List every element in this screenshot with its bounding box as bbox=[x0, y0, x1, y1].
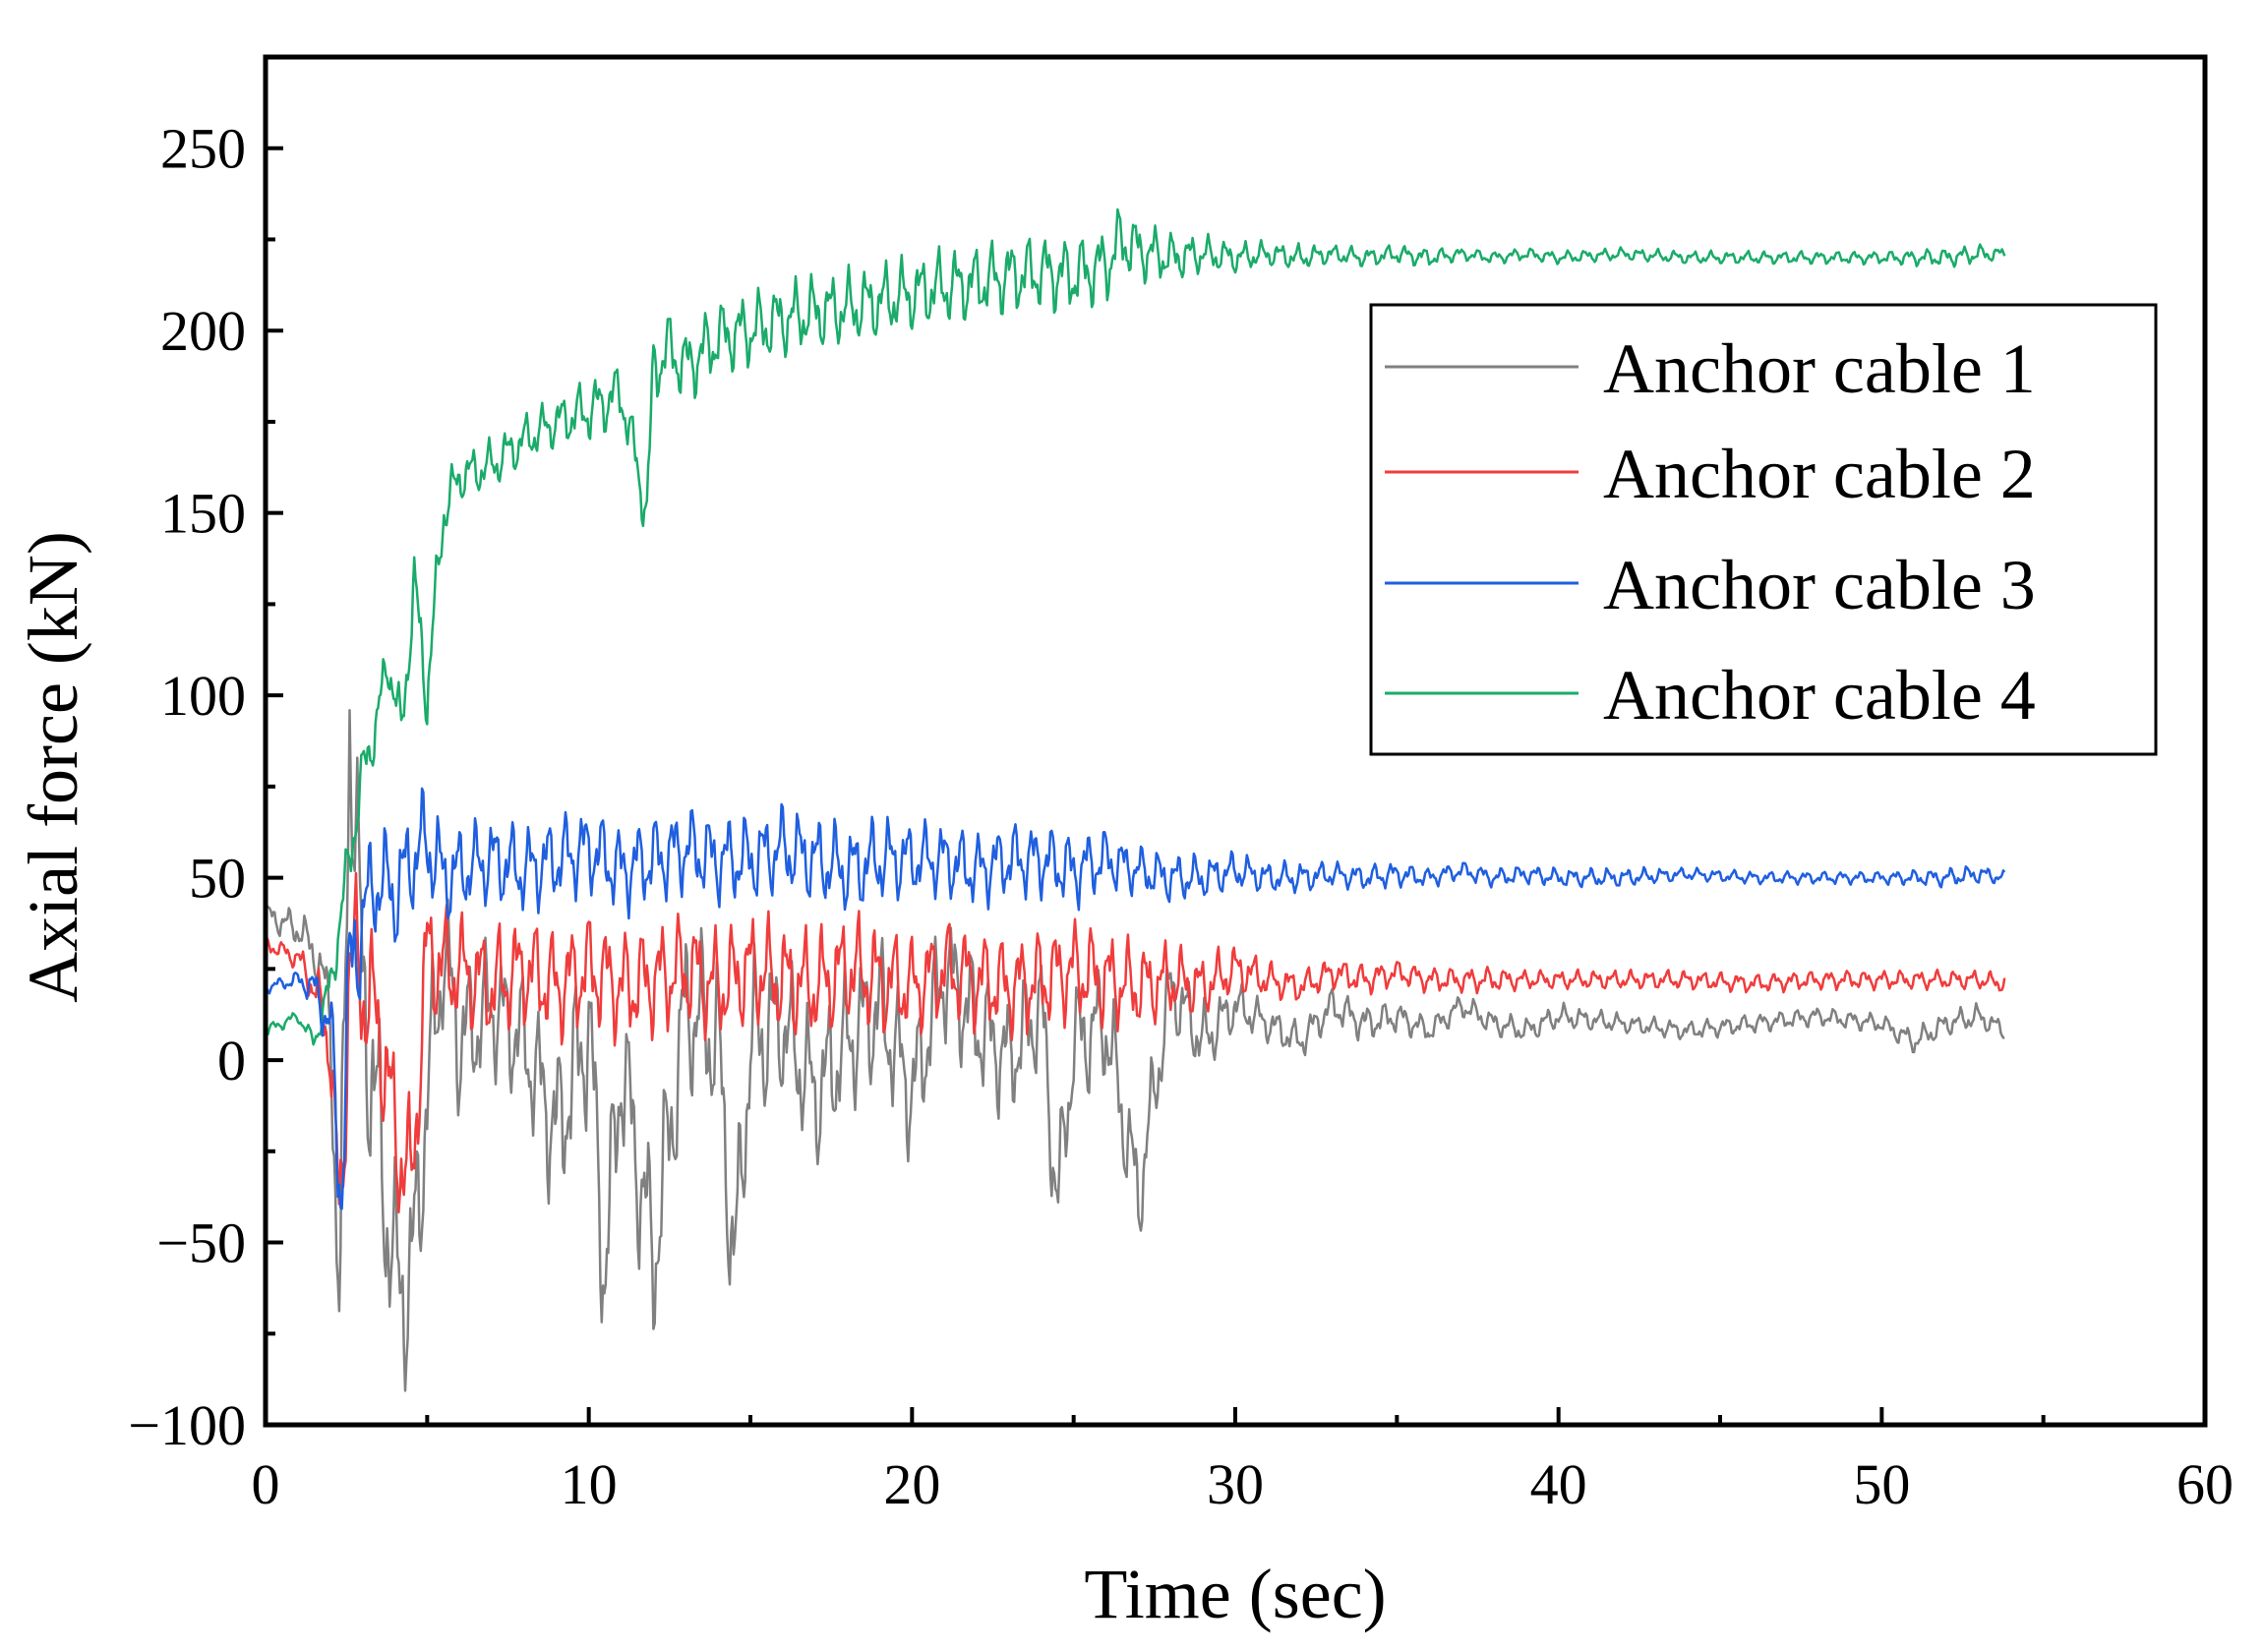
y-tick-label: −50 bbox=[156, 1211, 246, 1275]
y-tick-label: 100 bbox=[160, 664, 246, 728]
y-tick-label: 200 bbox=[160, 299, 246, 363]
y-tick-label: 250 bbox=[160, 117, 246, 181]
x-tick-label: 50 bbox=[1853, 1452, 1910, 1516]
series-line-anchor-cable-3 bbox=[265, 787, 2006, 1210]
legend-label-anchor-cable-4: Anchor cable 4 bbox=[1603, 656, 2036, 735]
x-tick-label: 60 bbox=[2176, 1452, 2234, 1516]
series-line-anchor-cable-2 bbox=[264, 871, 2006, 1214]
legend-label-anchor-cable-1: Anchor cable 1 bbox=[1603, 329, 2036, 408]
series-line-anchor-cable-1 bbox=[264, 708, 2005, 1392]
series-layer bbox=[264, 207, 2006, 1392]
x-axis-title: Time (sec) bbox=[1084, 1555, 1386, 1633]
y-tick-label: −100 bbox=[128, 1393, 246, 1457]
legend: Anchor cable 1 Anchor cable 2 Anchor cab… bbox=[1369, 303, 2158, 756]
x-tick-label: 40 bbox=[1530, 1452, 1587, 1516]
x-tick-label: 20 bbox=[883, 1452, 940, 1516]
series-line-anchor-cable-4 bbox=[265, 207, 2006, 1046]
y-tick-label: 50 bbox=[189, 847, 246, 911]
y-tick-label: 150 bbox=[160, 482, 246, 546]
ticks-layer: 0 10 20 30 40 50 60 −100 −50 0 50 100 150 200 250 bbox=[128, 117, 2234, 1516]
x-tick-label: 0 bbox=[252, 1452, 280, 1516]
y-tick-label: 0 bbox=[217, 1029, 246, 1092]
legend-label-anchor-cable-3: Anchor cable 3 bbox=[1603, 546, 2036, 624]
legend-box bbox=[1369, 303, 2158, 756]
x-tick-label: 10 bbox=[561, 1452, 618, 1516]
legend-label-anchor-cable-2: Anchor cable 2 bbox=[1603, 435, 2036, 513]
y-axis-title: Axial force (kN) bbox=[14, 531, 92, 1003]
x-tick-label: 30 bbox=[1207, 1452, 1264, 1516]
